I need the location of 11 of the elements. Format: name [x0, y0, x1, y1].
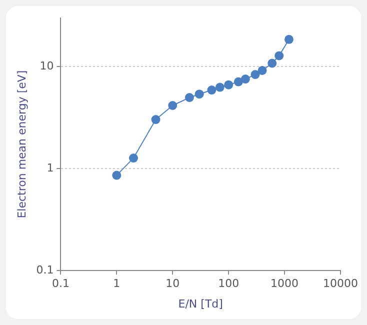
x-tick-label: 1: [113, 277, 120, 290]
x-axis-title: E/N [Td]: [178, 297, 223, 310]
y-axis-title: Electron mean energy [eV]: [15, 70, 28, 218]
x-tick-label: 10: [166, 277, 180, 290]
x-tick-label: 1000: [270, 277, 299, 290]
x-tick-label: 0.1: [52, 277, 70, 290]
y-tick-label: 1: [46, 161, 54, 174]
x-tick-label: 10000: [323, 277, 358, 290]
y-tick-label: 10: [40, 60, 54, 73]
x-tick-label: 100: [218, 277, 240, 290]
y-tick-label: 0.1: [36, 263, 54, 276]
